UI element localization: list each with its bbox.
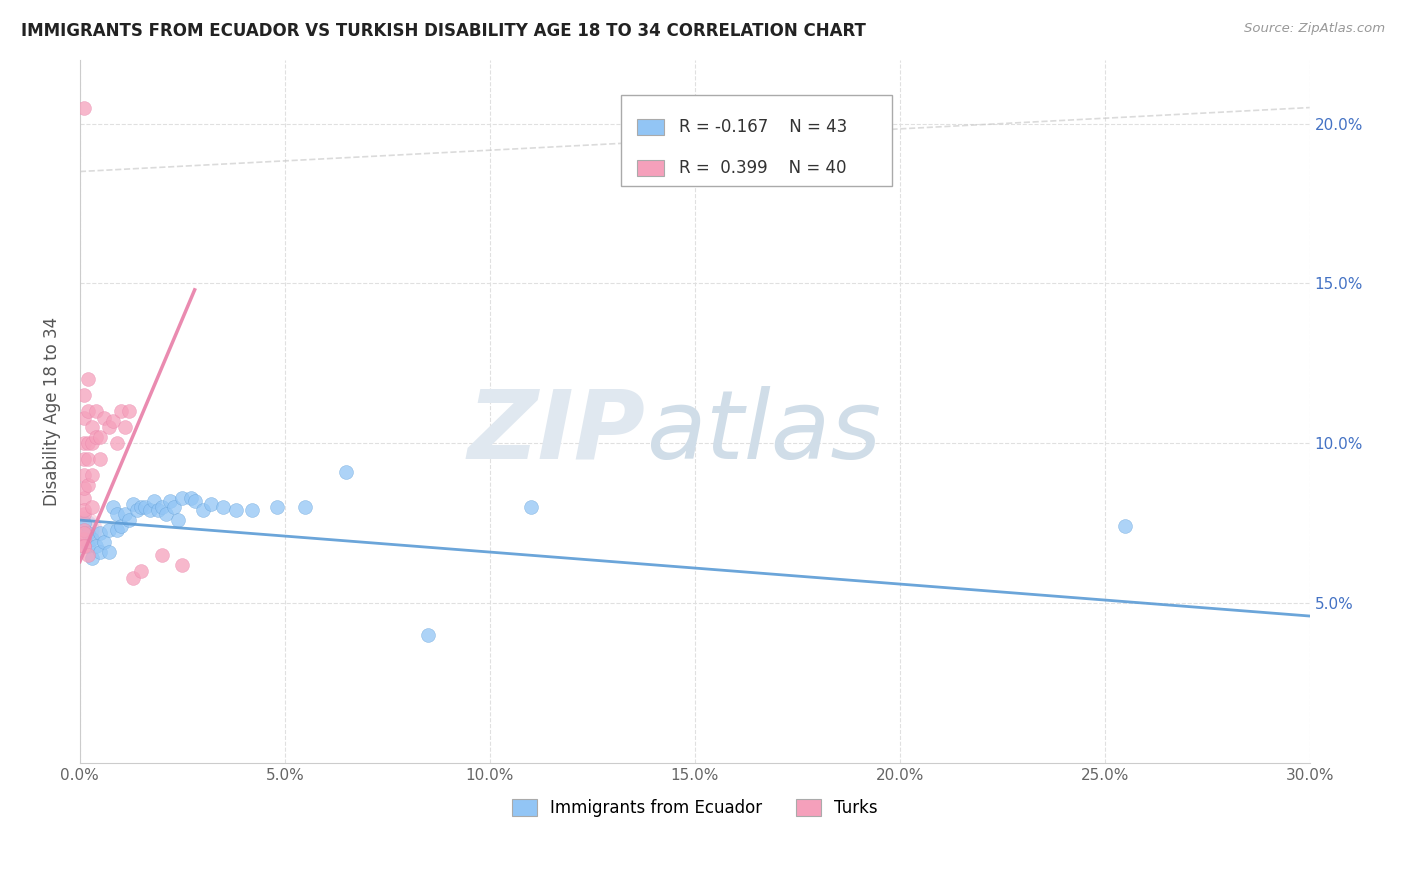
Point: [82, 436, 104, 450]
Point: [73, 539, 96, 553]
Point: [93, 535, 115, 549]
Point: [82, 420, 104, 434]
Point: [142, 494, 165, 508]
Point: [77, 452, 100, 467]
Point: [180, 491, 202, 505]
Point: [84, 404, 107, 418]
Point: [105, 523, 128, 537]
FancyBboxPatch shape: [637, 161, 664, 176]
Point: [110, 519, 132, 533]
Text: IMMIGRANTS FROM ECUADOR VS TURKISH DISABILITY AGE 18 TO 34 CORRELATION CHART: IMMIGRANTS FROM ECUADOR VS TURKISH DISAB…: [21, 22, 866, 40]
Point: [89, 545, 111, 559]
Point: [131, 500, 153, 515]
Text: R =  0.399    N = 40: R = 0.399 N = 40: [679, 159, 846, 177]
Point: [97, 523, 120, 537]
Text: atlas: atlas: [645, 386, 880, 479]
FancyBboxPatch shape: [637, 119, 664, 135]
Point: [418, 628, 440, 642]
Point: [89, 525, 111, 540]
Point: [77, 372, 100, 386]
Point: [114, 420, 136, 434]
Point: [200, 497, 222, 511]
Point: [77, 478, 100, 492]
Point: [122, 571, 145, 585]
Point: [110, 404, 132, 418]
Point: [84, 539, 107, 553]
Point: [118, 513, 141, 527]
Point: [150, 548, 173, 562]
Point: [138, 503, 160, 517]
Point: [77, 539, 100, 553]
Point: [183, 494, 205, 508]
Point: [73, 523, 96, 537]
Point: [73, 525, 96, 540]
Legend: Immigrants from Ecuador, Turks: Immigrants from Ecuador, Turks: [503, 790, 886, 825]
Point: [520, 500, 543, 515]
Point: [93, 410, 115, 425]
Point: [73, 410, 96, 425]
Point: [101, 414, 124, 428]
Text: ZIP: ZIP: [468, 386, 645, 479]
Point: [105, 507, 128, 521]
Point: [73, 523, 96, 537]
Point: [73, 533, 96, 547]
Point: [89, 452, 111, 467]
Point: [77, 548, 100, 562]
Point: [101, 500, 124, 515]
Point: [212, 500, 235, 515]
Point: [159, 494, 181, 508]
Point: [163, 500, 186, 515]
Point: [127, 503, 149, 517]
Point: [73, 503, 96, 517]
Point: [73, 539, 96, 553]
Point: [73, 388, 96, 402]
Point: [89, 430, 111, 444]
Point: [73, 452, 96, 467]
Text: Source: ZipAtlas.com: Source: ZipAtlas.com: [1244, 22, 1385, 36]
Point: [82, 533, 104, 547]
Point: [167, 513, 190, 527]
Point: [97, 545, 120, 559]
Point: [77, 436, 100, 450]
Point: [131, 564, 153, 578]
Point: [134, 500, 156, 515]
Point: [73, 507, 96, 521]
Point: [82, 500, 104, 515]
Point: [335, 465, 357, 479]
Point: [73, 468, 96, 483]
Point: [73, 523, 96, 537]
Point: [146, 503, 169, 517]
Point: [225, 503, 247, 517]
Point: [191, 503, 214, 517]
Point: [73, 101, 96, 115]
Point: [82, 551, 104, 566]
Point: [240, 503, 263, 517]
Point: [77, 404, 100, 418]
Point: [118, 404, 141, 418]
Point: [73, 491, 96, 505]
Point: [97, 420, 120, 434]
Point: [114, 507, 136, 521]
Point: [155, 507, 177, 521]
Point: [172, 491, 194, 505]
Point: [266, 500, 288, 515]
Point: [73, 436, 96, 450]
Text: R = -0.167    N = 43: R = -0.167 N = 43: [679, 118, 846, 136]
Point: [105, 436, 128, 450]
Point: [150, 500, 173, 515]
FancyBboxPatch shape: [621, 95, 891, 186]
Point: [122, 497, 145, 511]
Point: [294, 500, 316, 515]
Point: [84, 430, 107, 444]
Point: [1114, 519, 1136, 533]
Point: [73, 481, 96, 495]
Point: [172, 558, 194, 572]
Y-axis label: Disability Age 18 to 34: Disability Age 18 to 34: [44, 317, 60, 506]
Point: [73, 516, 96, 531]
Point: [77, 525, 100, 540]
Point: [82, 468, 104, 483]
